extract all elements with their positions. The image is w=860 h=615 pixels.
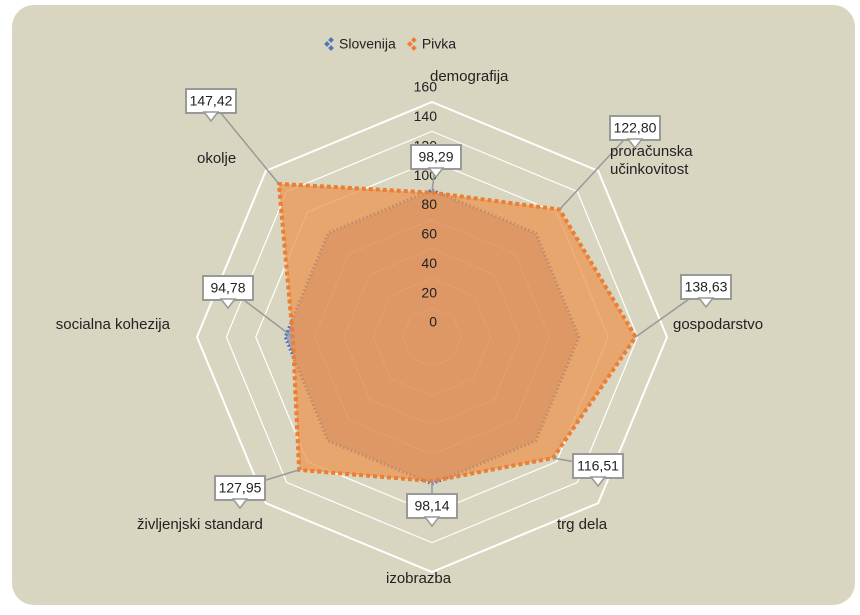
label-pointer bbox=[219, 298, 237, 310]
r-tick-label: 160 bbox=[414, 79, 438, 95]
leader-line bbox=[210, 100, 280, 185]
label-pointer bbox=[423, 516, 441, 528]
category-label: proračunska učinkovitost bbox=[610, 143, 693, 178]
category-label: trg dela bbox=[557, 516, 608, 533]
label-pointer bbox=[626, 138, 644, 150]
data-label: 116,51 bbox=[577, 458, 619, 474]
r-tick-label: 20 bbox=[421, 284, 437, 300]
grid-ring bbox=[225, 130, 639, 544]
label-pointer bbox=[589, 476, 607, 488]
label-pointer bbox=[202, 111, 220, 123]
data-label: 147,42 bbox=[190, 93, 233, 109]
category-label: življenjski standard bbox=[137, 516, 263, 533]
r-tick-label: 80 bbox=[421, 196, 437, 212]
r-tick-label: 0 bbox=[429, 314, 437, 330]
data-label: 94,78 bbox=[210, 280, 245, 296]
category-label: izobrazba bbox=[386, 570, 452, 587]
label-box bbox=[609, 115, 661, 141]
grid-ring bbox=[195, 100, 669, 574]
category-label: demografija bbox=[430, 68, 509, 85]
label-box bbox=[680, 274, 732, 300]
legend-label: Pivka bbox=[422, 36, 456, 52]
category-label: gospodarstvo bbox=[673, 316, 764, 333]
label-box bbox=[214, 475, 266, 501]
data-label: 98,14 bbox=[414, 498, 449, 514]
legend-label: Slovenija bbox=[339, 36, 396, 52]
label-pointer bbox=[427, 167, 445, 179]
data-label: 122,80 bbox=[614, 120, 657, 136]
r-tick-label: 140 bbox=[414, 108, 438, 124]
category-label: okolje bbox=[197, 150, 237, 167]
data-label: 127,95 bbox=[219, 480, 262, 496]
leader-line bbox=[558, 127, 636, 210]
label-box bbox=[406, 493, 458, 519]
category-label: socialna kohezija bbox=[55, 316, 170, 333]
label-box bbox=[185, 88, 237, 114]
label-pointer bbox=[231, 498, 249, 510]
label-pointer bbox=[697, 297, 715, 309]
data-label: 98,29 bbox=[418, 149, 453, 165]
r-tick-label: 40 bbox=[421, 255, 437, 271]
r-tick-label: 60 bbox=[421, 226, 437, 242]
data-label: 138,63 bbox=[685, 279, 728, 295]
